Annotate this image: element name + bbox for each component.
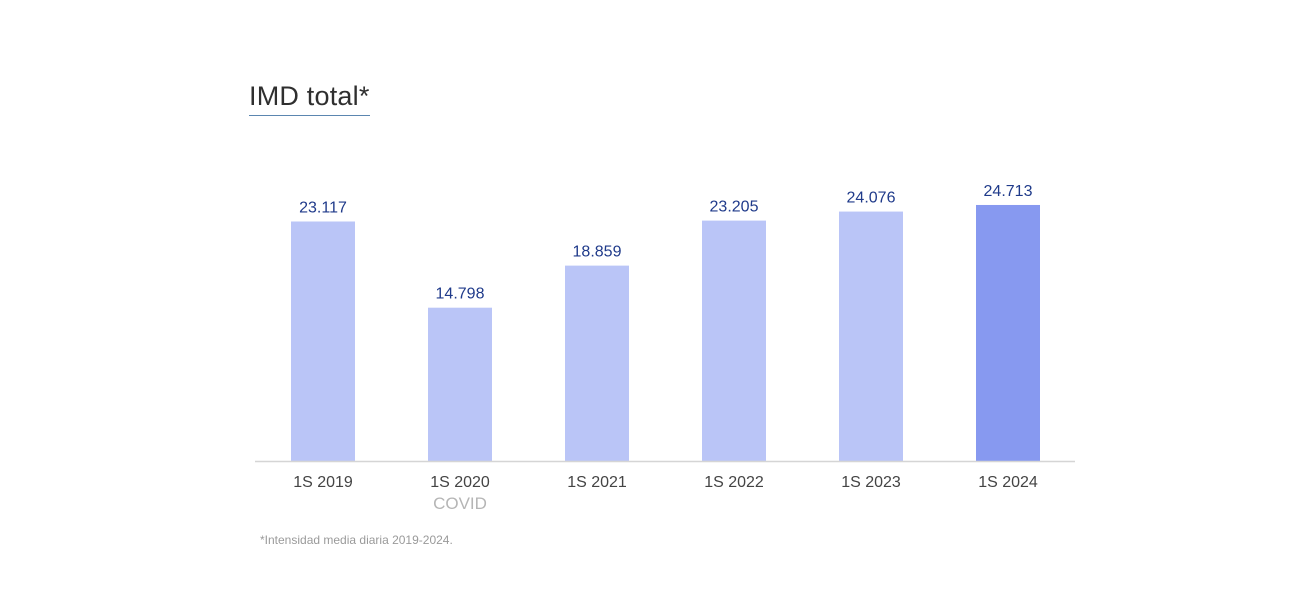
bar <box>428 307 492 461</box>
x-tick-label: 1S 2024 <box>978 474 1038 491</box>
x-tick-label: 1S 2019 <box>293 474 353 491</box>
bar <box>565 265 629 461</box>
bar <box>702 220 766 461</box>
bar-value-label: 24.713 <box>984 183 1033 200</box>
bar-value-label: 23.117 <box>299 200 347 217</box>
chart-title-wrap: IMD total* <box>249 80 370 117</box>
chart-title: IMD total* <box>249 80 370 117</box>
bar <box>976 204 1040 461</box>
x-tick-label: 1S 2023 <box>841 474 901 491</box>
bar-value-label: 14.798 <box>436 286 485 303</box>
x-tick-label: 1S 2021 <box>567 474 627 491</box>
bar-value-label: 18.859 <box>573 244 622 261</box>
x-tick-label: 1S 2020 <box>430 474 490 491</box>
x-sub-label: COVID <box>433 494 487 513</box>
bar <box>839 211 903 461</box>
bar-value-label: 23.205 <box>710 199 759 216</box>
footnote: *Intensidad media diaria 2019-2024. <box>260 533 453 547</box>
x-tick-label: 1S 2022 <box>704 474 764 491</box>
bar <box>291 221 355 461</box>
bar-value-label: 24.076 <box>847 190 896 207</box>
